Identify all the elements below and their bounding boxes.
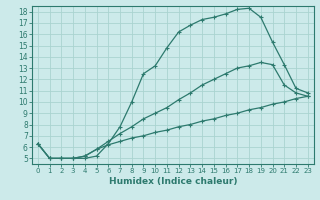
X-axis label: Humidex (Indice chaleur): Humidex (Indice chaleur) (108, 177, 237, 186)
